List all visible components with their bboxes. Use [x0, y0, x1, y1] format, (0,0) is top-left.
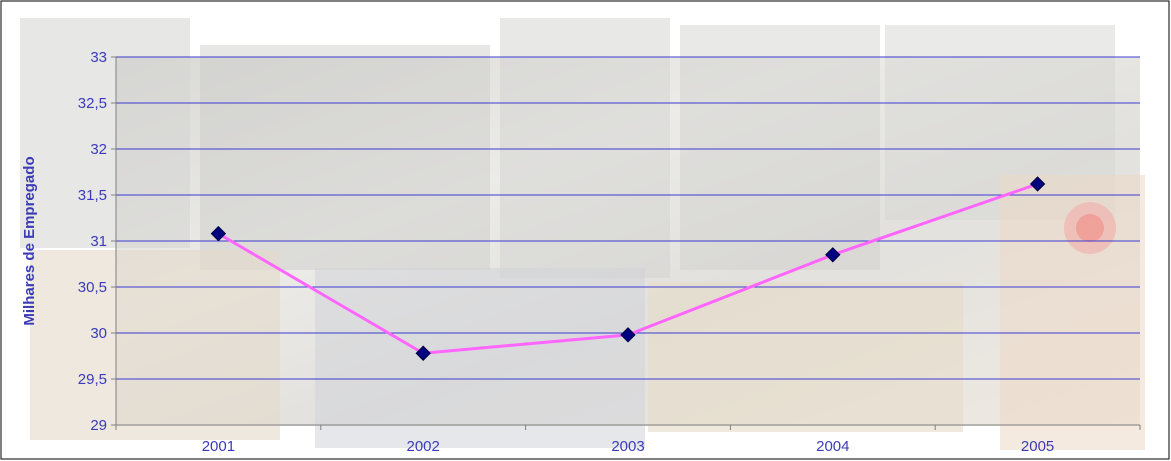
x-tick-label: 2005 [1021, 438, 1054, 455]
y-tick-label: 30 [90, 325, 107, 342]
x-axis-ticks: 2001 2002 2003 2004 2005 [115, 425, 1141, 455]
y-tick-label: 33 [90, 49, 107, 66]
y-axis-ticks: 29 29,5 30 30,5 31 31,5 32 32,5 33 [78, 49, 116, 434]
y-tick-label: 31,5 [78, 187, 107, 204]
y-tick-label: 32 [90, 141, 107, 158]
y-tick-label: 29 [90, 417, 107, 434]
data-point-marker [1029, 176, 1046, 192]
data-point-marker [210, 225, 227, 242]
y-tick-label: 32,5 [78, 95, 107, 112]
y-gridlines [116, 56, 1140, 380]
x-tick-label: 2004 [816, 438, 849, 455]
x-tick-label: 2001 [202, 438, 235, 455]
plot-background [20, 18, 1145, 450]
y-axis-title: Milhares de Empregado [21, 156, 38, 325]
series-markers [210, 176, 1046, 361]
x-tick-label: 2002 [407, 438, 440, 455]
y-tick-label: 31 [90, 233, 107, 250]
y-tick-label: 29,5 [78, 371, 107, 388]
data-point-marker [620, 327, 636, 343]
y-tick-label: 30,5 [78, 279, 107, 296]
data-point-marker [825, 247, 841, 263]
data-point-marker [415, 345, 431, 361]
x-tick-label: 2003 [611, 438, 644, 455]
